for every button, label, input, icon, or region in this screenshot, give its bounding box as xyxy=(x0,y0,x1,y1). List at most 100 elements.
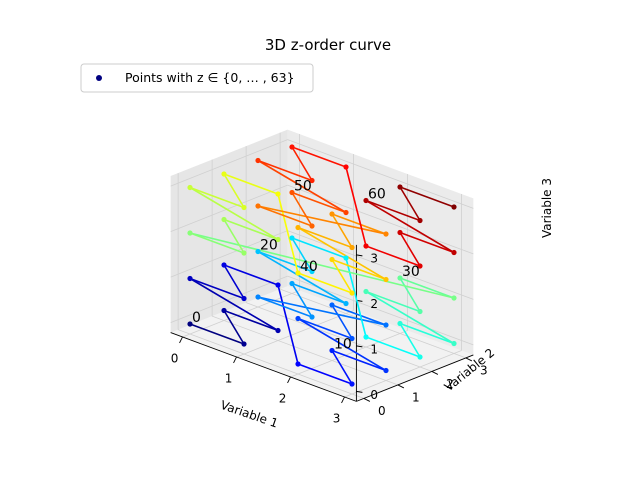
z-tick-label: 3 xyxy=(370,251,378,265)
curve-segment xyxy=(223,218,245,254)
curve-point xyxy=(295,315,301,322)
curve-point xyxy=(255,294,261,300)
z-tick-label: 2 xyxy=(370,297,378,311)
y-tick-label: 1 xyxy=(412,390,420,404)
curve-segment xyxy=(189,323,245,345)
curve-segment xyxy=(331,213,387,235)
curve-segment xyxy=(297,363,353,385)
curve-point xyxy=(451,249,457,256)
curve-point xyxy=(363,197,369,204)
curve-segment xyxy=(365,199,455,254)
curve-point xyxy=(397,320,403,327)
curve-point xyxy=(289,280,295,287)
index-annotation: 10 xyxy=(334,337,352,353)
curve-point xyxy=(255,248,261,255)
index-annotation: 20 xyxy=(260,238,278,254)
z-tick-label: 0 xyxy=(370,388,378,402)
curve-segment xyxy=(257,296,387,326)
curve-point xyxy=(383,231,389,237)
curve-point xyxy=(289,235,295,241)
curve-point xyxy=(187,321,193,327)
curve-point xyxy=(329,211,335,217)
curve-segment xyxy=(297,317,353,340)
curve-segment xyxy=(223,173,279,195)
z-tick-mark xyxy=(356,254,363,257)
y-tick-mark xyxy=(363,398,371,402)
curve-point xyxy=(309,314,315,320)
curve-segment xyxy=(277,193,299,274)
curve-segment xyxy=(365,245,421,267)
curve-segment xyxy=(257,296,313,318)
curve-segment xyxy=(291,237,347,259)
curve-point xyxy=(343,255,349,261)
curve-point xyxy=(255,157,261,164)
curve-point xyxy=(187,184,193,191)
index-annotation: 0 xyxy=(192,310,201,326)
curve-segment xyxy=(277,284,299,365)
curve-segment xyxy=(331,304,353,340)
curve-segment xyxy=(365,290,421,313)
curve-segment xyxy=(331,258,387,281)
curve-segment xyxy=(223,218,279,241)
curve-segment xyxy=(345,257,367,338)
curve-point xyxy=(309,177,315,184)
curve-point xyxy=(295,270,301,276)
curve-point xyxy=(329,302,335,308)
x-tick-label: 2 xyxy=(279,391,287,405)
curve-segment xyxy=(189,277,279,332)
curve-point xyxy=(451,340,457,347)
curve-segment xyxy=(331,258,353,294)
curve-segment xyxy=(331,304,387,326)
curve-segment xyxy=(331,213,353,249)
curve-point xyxy=(349,381,355,387)
floor-grid-x xyxy=(236,310,354,358)
curve-point xyxy=(241,250,247,256)
x-axis-label: Variable 1 xyxy=(219,398,280,431)
curve-segment xyxy=(223,264,279,286)
curve-segment xyxy=(291,146,313,182)
index-annotation: 30 xyxy=(402,264,420,280)
index-annotation: 60 xyxy=(368,187,386,203)
side-grid-z xyxy=(170,275,288,323)
curve-segment xyxy=(399,231,421,267)
curve-segment xyxy=(257,159,313,182)
floor-grid-y xyxy=(245,302,433,372)
curve-point xyxy=(221,307,227,314)
curve-segment xyxy=(189,232,455,299)
curve-point xyxy=(329,256,335,263)
curve-point xyxy=(275,236,281,243)
curve-segment xyxy=(399,277,455,299)
curve-segment xyxy=(223,309,245,345)
curve-point xyxy=(241,204,247,211)
legend-label: Points with z ∈ {0, … , 63} xyxy=(125,70,295,85)
curve-segment xyxy=(189,232,245,254)
side-grid-z xyxy=(170,139,288,187)
curve-point xyxy=(383,367,389,374)
curve-segment xyxy=(223,309,279,332)
floor-grid-y xyxy=(279,288,467,359)
x-tick-label: 0 xyxy=(171,351,179,365)
curve-segment xyxy=(297,272,353,294)
floor-grid-y xyxy=(211,315,399,386)
floor-pane xyxy=(170,286,474,402)
chart-title: 3D z-order curve xyxy=(265,36,391,54)
curve-point xyxy=(349,335,355,342)
curve-segment xyxy=(257,205,387,235)
legend-frame xyxy=(80,63,314,93)
z-order-curve xyxy=(189,146,455,385)
curve-point xyxy=(275,282,281,288)
y-tick-mark xyxy=(431,371,439,375)
curve-segment xyxy=(331,349,353,385)
curve-segment xyxy=(291,237,313,273)
curve-point xyxy=(221,262,227,268)
x-tick-mark xyxy=(287,376,291,384)
back-grid-z xyxy=(287,139,474,209)
curve-point xyxy=(383,322,389,328)
curve-segment xyxy=(223,173,245,209)
curve-point xyxy=(241,295,247,302)
curve-segment xyxy=(399,322,455,345)
curve-segment xyxy=(399,322,421,358)
y-axis-line xyxy=(356,354,474,402)
legend: Points with z ∈ {0, … , 63} xyxy=(80,63,314,93)
curve-point xyxy=(309,268,315,275)
